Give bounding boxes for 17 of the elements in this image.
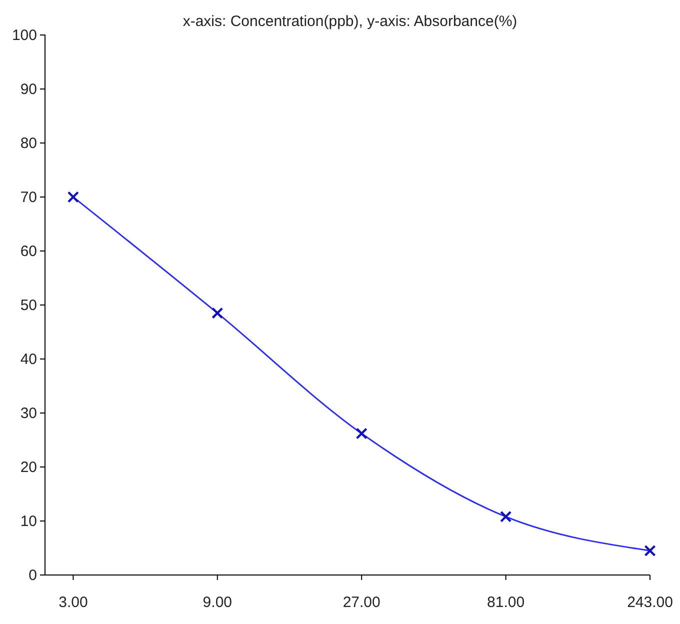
x-tick-label: 27.00: [342, 594, 380, 611]
y-tick-label: 10: [20, 512, 37, 530]
y-tick-label: 90: [20, 80, 37, 98]
y-tick-label: 30: [20, 404, 37, 422]
chart-title: x-axis: Concentration(ppb), y-axis: Absorbance(%): [182, 13, 518, 30]
y-tick-label: 40: [20, 350, 37, 368]
y-tick-label: 60: [20, 242, 37, 260]
x-tick-label: 81.00: [487, 594, 525, 611]
x-tick-label: 9.00: [202, 594, 232, 611]
x-tick-label: 243.00: [627, 594, 673, 611]
y-tick-label: 20: [20, 458, 37, 476]
y-tick-label: 0: [28, 566, 37, 584]
y-tick-label: 50: [20, 296, 37, 314]
x-tick-label: 3.00: [58, 594, 88, 611]
y-tick-label: 100: [12, 26, 37, 44]
y-tick-label: 80: [20, 134, 37, 152]
y-tick-label: 70: [20, 188, 37, 206]
